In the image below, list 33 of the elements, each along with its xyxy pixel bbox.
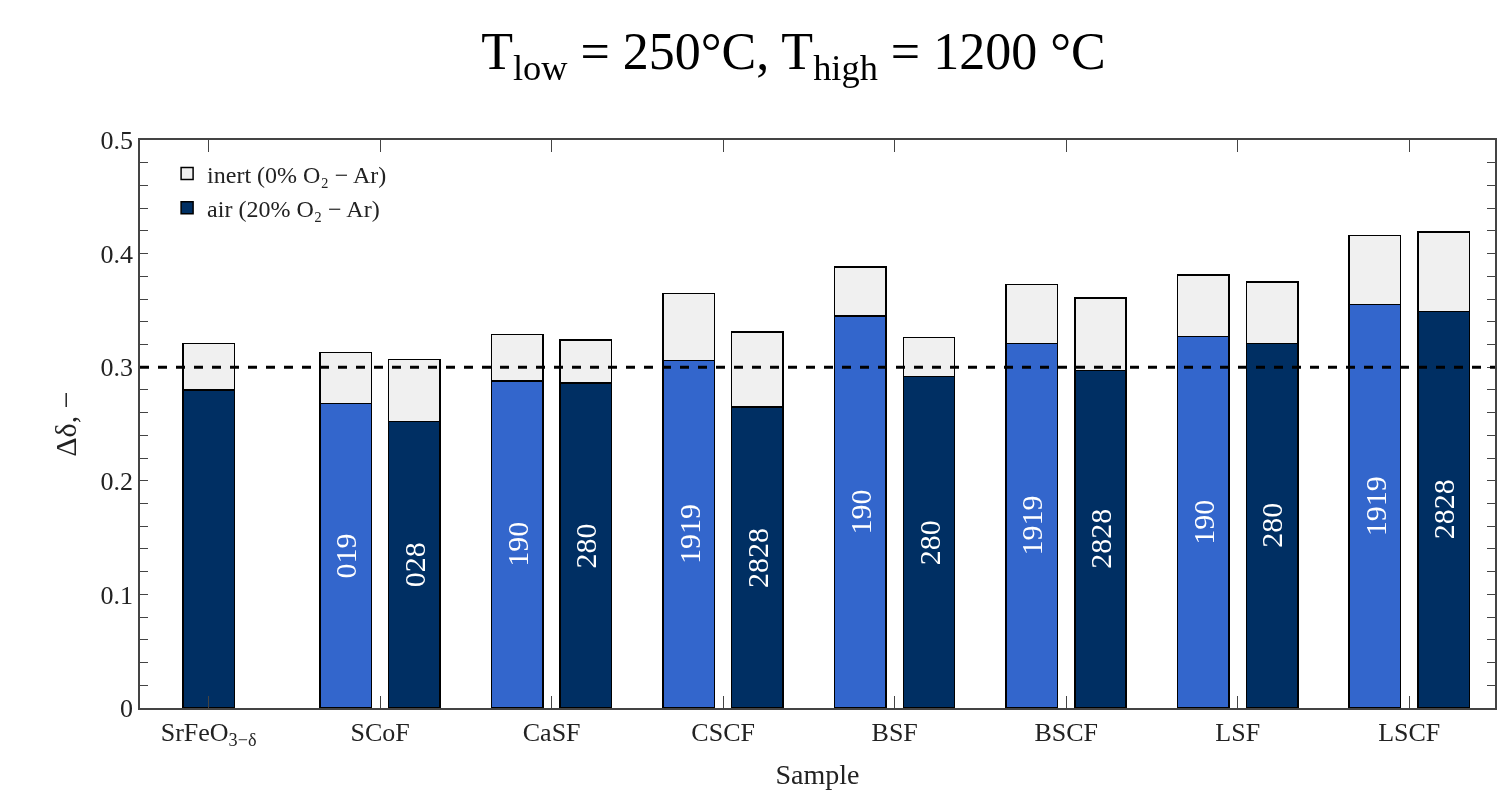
x-tick-label: LSF [1215, 717, 1261, 747]
annotation: 1919 [1358, 476, 1392, 537]
annotation: 280 [1255, 502, 1289, 548]
y-axis-title: Δδ, − [49, 391, 83, 457]
x-tick-label: LSCF [1378, 717, 1441, 747]
annotation: 280 [569, 523, 603, 569]
legend-label: air (20% O₂ − Ar) [207, 196, 380, 223]
y-tick-label: 0.2 [100, 466, 134, 496]
annotation: 280 [912, 520, 946, 566]
annotation: 190 [1187, 499, 1221, 545]
annotation: 190 [500, 521, 534, 567]
annotation: 1919 [672, 504, 706, 565]
x-tick-label: SrFeO$_{3−δ}$ [160, 717, 257, 751]
y-tick-label: 0.1 [100, 580, 134, 610]
annotation: 028 [397, 542, 431, 588]
x-axis-title: Sample [775, 759, 860, 791]
annotation: 2828 [1426, 479, 1460, 540]
y-tick-label: 0.5 [100, 126, 134, 156]
x-tick-label: SCoF [350, 717, 410, 747]
legend-label: inert (0% O₂ − Ar) [207, 161, 387, 188]
annotation: 190 [844, 489, 878, 535]
x-tick-label: CaSF [522, 717, 581, 747]
y-tick-label: 0.4 [100, 239, 134, 269]
annotation: 1919 [1015, 495, 1049, 556]
annotation: 2828 [740, 527, 774, 588]
annotation: 2828 [1084, 508, 1118, 569]
x-tick-label: BSF [871, 717, 918, 747]
chart-title: T$_{low}$ = 250°C, T$_{high}$ = 1200 °C [481, 22, 1106, 88]
y-tick-label: 0 [120, 694, 134, 724]
annotation: 019 [329, 533, 363, 579]
y-tick-label: 0.3 [100, 353, 134, 383]
x-tick-label: CSCF [691, 717, 755, 747]
x-tick-label: BSCF [1034, 717, 1098, 747]
